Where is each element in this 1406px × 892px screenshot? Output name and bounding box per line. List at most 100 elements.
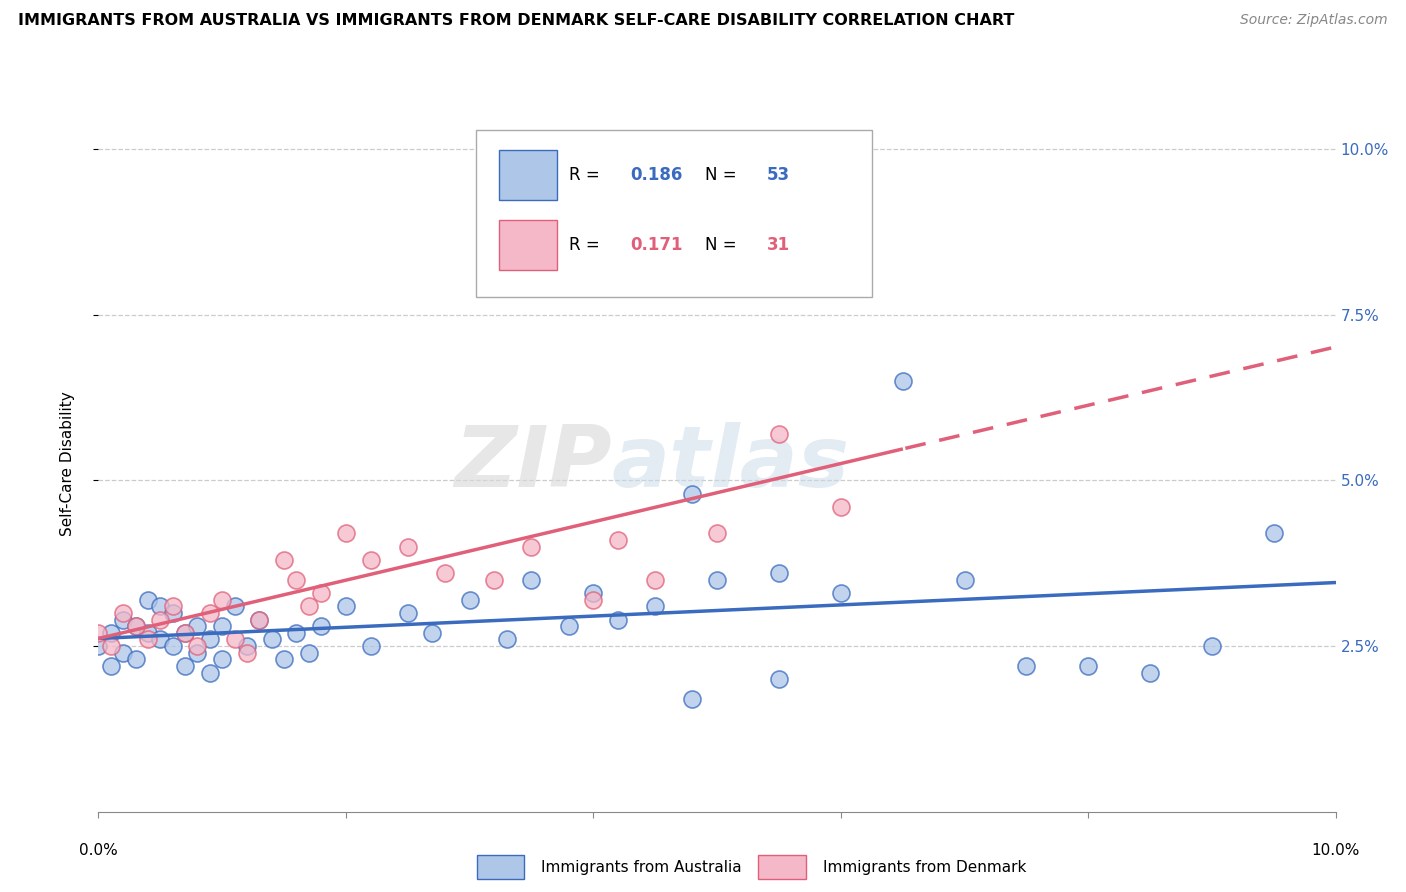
Point — [260, 632, 283, 647]
Point — [768, 427, 790, 442]
Text: ZIP: ZIP — [454, 422, 612, 506]
Point — [557, 619, 579, 633]
Point — [706, 526, 728, 541]
Point — [124, 652, 146, 666]
Point — [285, 573, 308, 587]
Point — [273, 553, 295, 567]
Point — [520, 540, 543, 554]
Point — [112, 613, 135, 627]
Point — [706, 573, 728, 587]
Point — [124, 619, 146, 633]
Text: 0.171: 0.171 — [630, 235, 683, 253]
Point — [520, 573, 543, 587]
Text: N =: N = — [704, 166, 741, 184]
Point — [247, 613, 270, 627]
Point — [174, 625, 197, 640]
Point — [211, 592, 233, 607]
Point — [422, 625, 444, 640]
Point — [495, 632, 517, 647]
Point — [224, 599, 246, 614]
FancyBboxPatch shape — [475, 130, 872, 297]
Point — [607, 533, 630, 547]
Point — [298, 646, 321, 660]
Point — [162, 639, 184, 653]
Point — [236, 646, 259, 660]
Text: Source: ZipAtlas.com: Source: ZipAtlas.com — [1240, 13, 1388, 28]
Point — [285, 625, 308, 640]
Point — [162, 599, 184, 614]
Point — [112, 606, 135, 620]
Point — [136, 625, 159, 640]
Text: 0.186: 0.186 — [630, 166, 683, 184]
Point — [211, 652, 233, 666]
Text: N =: N = — [704, 235, 741, 253]
Point — [162, 606, 184, 620]
Point — [174, 659, 197, 673]
Point — [1077, 659, 1099, 673]
Point — [1201, 639, 1223, 653]
Point — [87, 625, 110, 640]
Point — [136, 592, 159, 607]
Point — [768, 672, 790, 686]
Point — [174, 625, 197, 640]
Point — [1015, 659, 1038, 673]
Point — [186, 639, 208, 653]
Point — [830, 500, 852, 514]
Point — [891, 374, 914, 388]
Point — [433, 566, 456, 581]
Point — [100, 625, 122, 640]
Point — [335, 599, 357, 614]
Point — [100, 659, 122, 673]
Text: atlas: atlas — [612, 422, 851, 506]
Point — [681, 692, 703, 706]
Point — [582, 586, 605, 600]
Text: 31: 31 — [766, 235, 790, 253]
FancyBboxPatch shape — [499, 219, 557, 269]
Point — [681, 486, 703, 500]
Point — [149, 599, 172, 614]
Point — [149, 613, 172, 627]
Point — [396, 606, 419, 620]
Text: IMMIGRANTS FROM AUSTRALIA VS IMMIGRANTS FROM DENMARK SELF-CARE DISABILITY CORREL: IMMIGRANTS FROM AUSTRALIA VS IMMIGRANTS … — [18, 13, 1015, 29]
Point — [211, 619, 233, 633]
Point — [198, 606, 221, 620]
Point — [198, 632, 221, 647]
Text: R =: R = — [568, 235, 605, 253]
Text: 0.0%: 0.0% — [79, 843, 118, 858]
Point — [149, 632, 172, 647]
Text: R =: R = — [568, 166, 605, 184]
Point — [186, 619, 208, 633]
FancyBboxPatch shape — [499, 150, 557, 200]
Point — [112, 646, 135, 660]
Point — [136, 632, 159, 647]
Point — [309, 619, 332, 633]
Point — [309, 586, 332, 600]
Point — [236, 639, 259, 653]
Text: Immigrants from Denmark: Immigrants from Denmark — [823, 860, 1026, 874]
Point — [484, 573, 506, 587]
Point — [87, 639, 110, 653]
Point — [1263, 526, 1285, 541]
Point — [607, 613, 630, 627]
Point — [247, 613, 270, 627]
Text: 53: 53 — [766, 166, 790, 184]
Point — [100, 639, 122, 653]
Point — [458, 592, 481, 607]
Point — [953, 573, 976, 587]
Point — [582, 592, 605, 607]
Point — [644, 573, 666, 587]
Point — [396, 540, 419, 554]
Point — [360, 639, 382, 653]
Point — [1139, 665, 1161, 680]
Text: Immigrants from Australia: Immigrants from Australia — [541, 860, 742, 874]
Point — [360, 553, 382, 567]
Point — [830, 586, 852, 600]
Point — [124, 619, 146, 633]
Point — [186, 646, 208, 660]
Point — [198, 665, 221, 680]
Point — [335, 526, 357, 541]
Text: 10.0%: 10.0% — [1312, 843, 1360, 858]
Point — [768, 566, 790, 581]
Point — [224, 632, 246, 647]
Point — [273, 652, 295, 666]
